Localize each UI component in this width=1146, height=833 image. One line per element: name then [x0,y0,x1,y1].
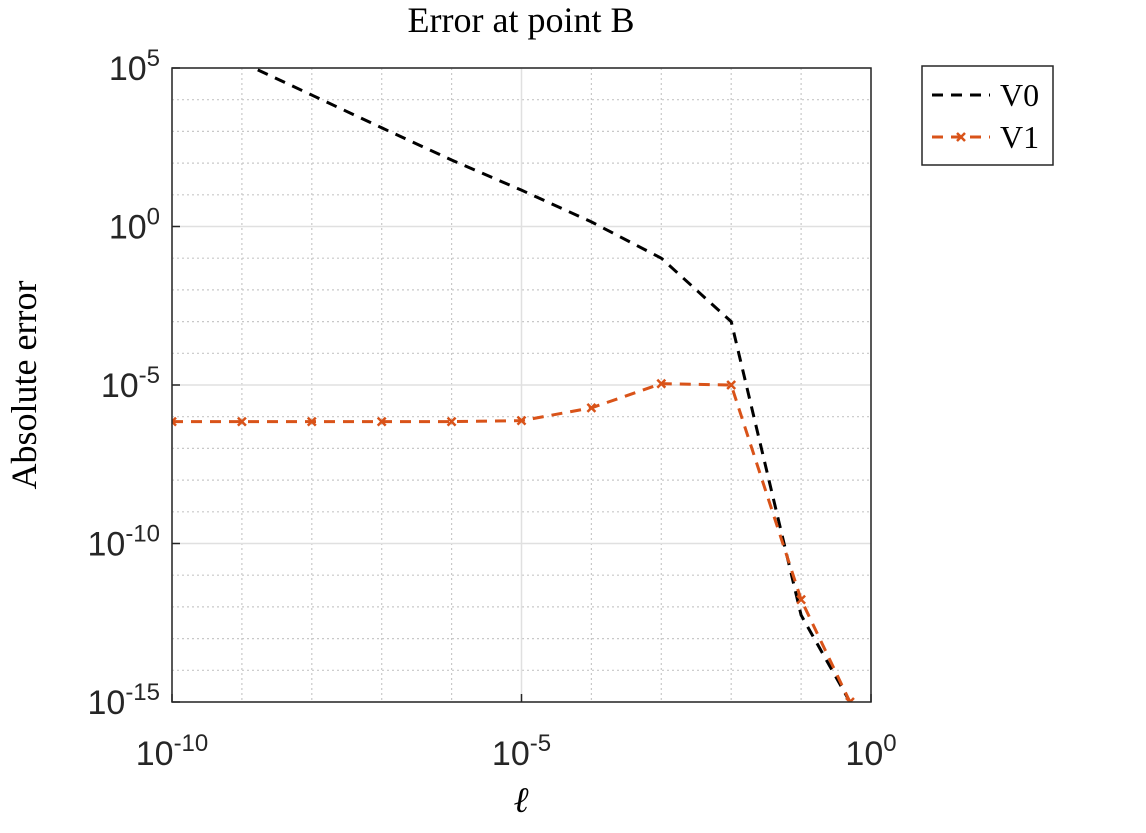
tick-label: 100 [845,730,896,773]
tick-label-exponent: -5 [139,362,160,389]
x-axis-label: ℓ [514,780,529,820]
marker [446,416,457,427]
tick-label-exponent: -10 [125,521,160,548]
tick-label: 10-10 [87,521,160,564]
chart-title: Error at point B [408,0,635,40]
tick-label: 10-5 [492,730,551,773]
tick-label-exponent: 5 [147,45,160,72]
tick-label-base: 10 [87,526,125,564]
marker [586,402,597,413]
tick-label-exponent: 0 [147,204,160,231]
tick-label: 100 [109,204,160,247]
tick-label-base: 10 [109,50,147,88]
marker [956,132,966,142]
plot-area [172,68,855,702]
marker [656,378,667,389]
marker [516,415,527,426]
tick-label-exponent: 0 [883,730,896,757]
marker [796,594,806,605]
marker [306,416,317,427]
legend-box [921,65,1054,166]
tick-label-exponent: -10 [174,730,209,757]
tick-label-base: 10 [109,209,147,247]
tick-label: 105 [109,45,160,88]
tick-label: 10-10 [136,730,209,773]
marker [172,416,177,427]
marker [845,697,855,702]
tick-label-base: 10 [101,367,139,405]
tick-label-base: 10 [492,735,530,773]
legend-label: V1 [1000,119,1039,155]
marker [726,380,737,390]
legend-label: V0 [1000,77,1039,113]
tick-label-exponent: -5 [530,730,551,757]
tick-label-exponent: -15 [125,679,160,706]
marker [376,416,387,427]
series-line [250,68,852,702]
tick-label-base: 10 [845,735,883,773]
tick-label: 10-15 [87,679,160,722]
tick-label-base: 10 [87,684,125,722]
tick-label-base: 10 [136,735,174,773]
y-axis-label: Absolute error [4,281,44,490]
tick-label: 10-5 [101,362,160,405]
marker [237,416,247,427]
